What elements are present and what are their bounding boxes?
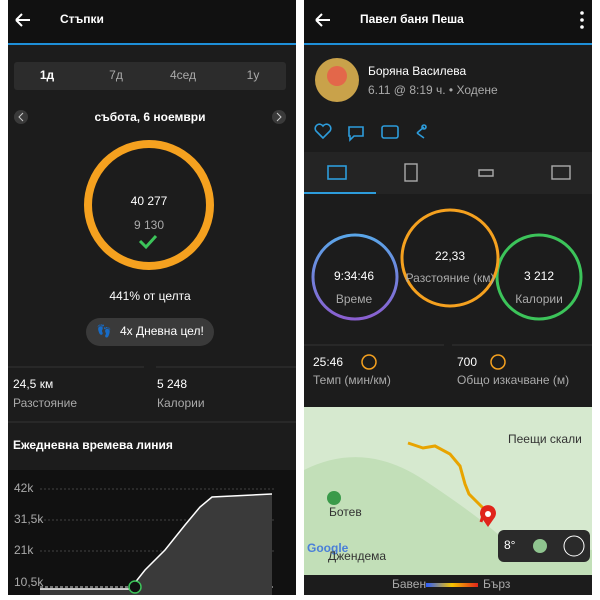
tab[interactable]: 7д	[109, 68, 123, 82]
tab[interactable]: 4сед	[170, 68, 196, 82]
menu-button[interactable]	[580, 11, 584, 29]
tab-charts[interactable]	[551, 165, 571, 180]
back-arrow[interactable]	[15, 13, 30, 27]
right-panel: Павел баня Пеша Боряна Василева 6.11 @ 8…	[304, 0, 592, 595]
camera-icon[interactable]	[381, 125, 399, 139]
speed-gradient	[426, 583, 478, 587]
legend-fast: Бърз	[483, 577, 511, 591]
stat-icon[interactable]	[361, 354, 377, 370]
tick-label: 31,5k	[14, 512, 44, 526]
circle-label: Разстояние (км)	[406, 271, 495, 285]
map-label: Ботев	[329, 505, 362, 519]
timeline-title: Ежедневна времева линия	[13, 438, 173, 452]
stat-value: 700	[457, 355, 477, 369]
time-ring	[311, 233, 399, 321]
map-brand: Google	[307, 541, 349, 555]
badge[interactable]	[86, 318, 214, 346]
user-name: Боряна Василева	[368, 64, 467, 78]
badge-text: 4x Дневна цел!	[120, 324, 204, 338]
tab[interactable]: 1д	[40, 68, 55, 82]
tick-label: 21k	[14, 543, 34, 557]
stat-label: Разстояние	[13, 396, 77, 410]
timeline-area	[40, 494, 272, 595]
prev-icon	[18, 112, 24, 122]
distance-ring	[400, 208, 500, 308]
next-icon	[276, 112, 282, 122]
check-icon	[138, 234, 158, 250]
comment-icon[interactable]	[348, 126, 364, 142]
circle-value: 22,33	[435, 249, 465, 263]
header-bg	[8, 0, 296, 44]
stat-value: 5 248	[157, 377, 187, 391]
tab-bar	[14, 62, 286, 90]
pin-dot	[485, 511, 491, 517]
tab-details[interactable]	[404, 163, 418, 182]
tab-bar	[304, 152, 592, 194]
wind-icon	[563, 535, 585, 557]
legend-slow: Бавен	[392, 577, 426, 591]
next-button[interactable]	[272, 110, 286, 124]
stat-label: Калории	[157, 396, 205, 410]
like-icon[interactable]	[314, 123, 332, 140]
header-line	[8, 43, 296, 45]
tab-overview[interactable]	[327, 165, 347, 180]
circle-label: Калории	[515, 292, 563, 306]
circle-value: 9:34:46	[334, 269, 374, 283]
tab-indicator	[304, 192, 376, 194]
header-bg	[304, 0, 592, 44]
stat-icon[interactable]	[490, 354, 506, 370]
steps-value: 40 277	[131, 194, 168, 208]
header-line	[304, 43, 592, 45]
header-title: Стъпки	[60, 12, 104, 26]
stat-label: Темп (мин/км)	[313, 373, 391, 387]
tick-label: 10,5k	[14, 575, 44, 589]
share-icon[interactable]	[421, 124, 427, 130]
circle-value: 3 212	[524, 269, 554, 283]
stat-value: 24,5 км	[13, 377, 53, 391]
user-meta: 6.11 @ 8:19 ч. • Ходене	[368, 83, 498, 97]
tick-label: 42k	[14, 481, 34, 495]
map-label: Пеещи скали	[508, 432, 582, 446]
date: събота, 6 ноември	[95, 110, 206, 124]
weather-icon	[533, 539, 547, 553]
tab-laps[interactable]	[478, 169, 494, 177]
timeline-grid	[40, 488, 275, 552]
goal-percent: 441% от целта	[109, 289, 191, 303]
map-label: Джендема	[328, 549, 386, 563]
avatar-detail	[327, 66, 347, 86]
goal-marker	[128, 580, 142, 594]
tab[interactable]: 1у	[247, 68, 260, 82]
prev-button[interactable]	[14, 110, 28, 124]
left-panel: Стъпки 1д 7д 4сед 1у събота, 6 ноември 4…	[8, 0, 296, 595]
circle-label: Време	[336, 292, 373, 306]
header-title: Павел баня Пеша	[360, 12, 464, 26]
steps-goal: 9 130	[134, 218, 164, 232]
steps-ring	[84, 140, 214, 270]
poi-icon	[327, 491, 341, 505]
calories-ring	[495, 233, 583, 321]
badge-icon: 👣	[97, 323, 112, 338]
back-arrow[interactable]	[315, 13, 330, 27]
stat-value: 25:46	[313, 355, 343, 369]
stat-label: Общо изкачване (м)	[457, 373, 569, 387]
temperature: 8°	[504, 538, 516, 552]
